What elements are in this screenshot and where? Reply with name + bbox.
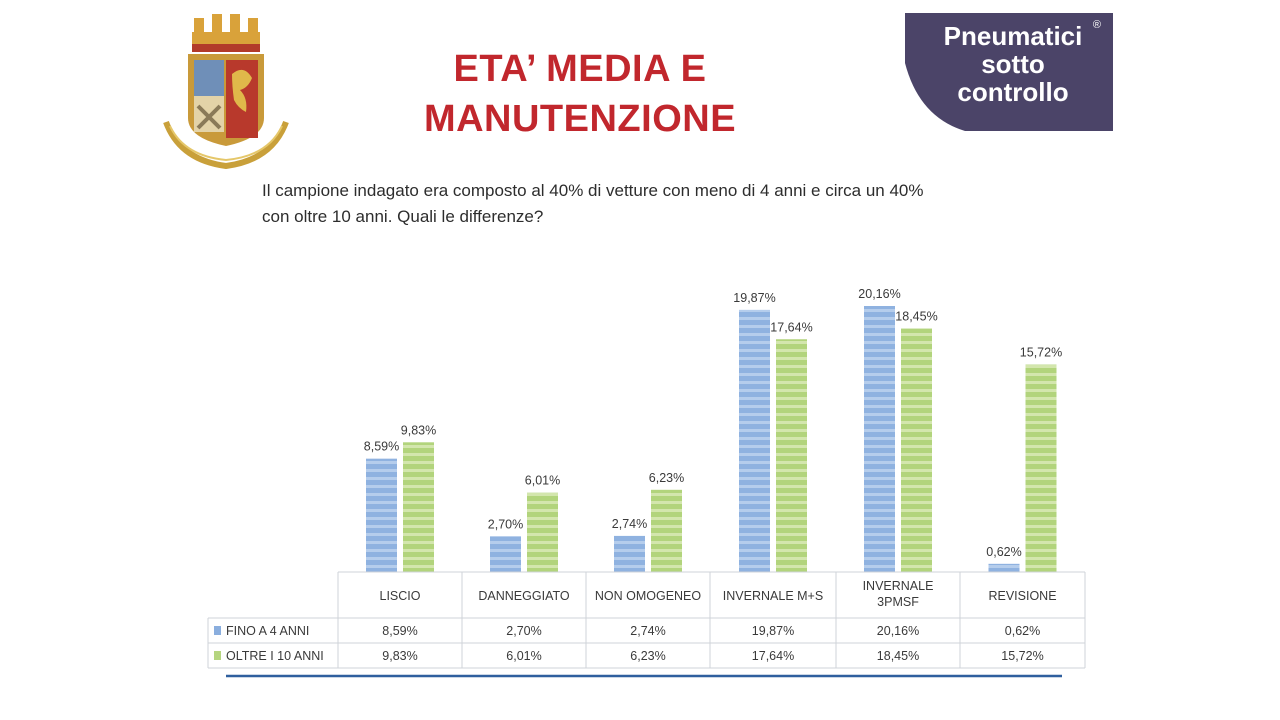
category-label: LISCIO xyxy=(380,589,421,603)
table-cell-value: 19,87% xyxy=(752,624,794,638)
legend-swatch xyxy=(214,626,221,635)
legend-series-name: FINO A 4 ANNI xyxy=(226,624,309,638)
bar-value-label: 6,23% xyxy=(649,471,684,485)
brand-logo-shape xyxy=(905,13,1113,131)
table-cell-value: 6,01% xyxy=(506,649,541,663)
table-cell-value: 0,62% xyxy=(1005,624,1040,638)
bar-value-label: 17,64% xyxy=(770,320,812,334)
category-label: NON OMOGENEO xyxy=(595,589,702,603)
bar-value-label: 20,16% xyxy=(858,287,900,301)
category-label: DANNEGGIATO xyxy=(478,589,569,603)
bar-value-label: 0,62% xyxy=(986,545,1021,559)
bar-value-label: 8,59% xyxy=(364,440,399,454)
bar-value-label: 9,83% xyxy=(401,423,436,437)
bar-fino-4-anni xyxy=(614,535,645,572)
title-line-2: MANUTENZIONE xyxy=(423,98,737,140)
subtitle: Il campione indagato era composto al 40%… xyxy=(262,178,1082,230)
bar-oltre-10-anni xyxy=(651,489,682,572)
table-cell-value: 18,45% xyxy=(877,649,919,663)
bar-fino-4-anni xyxy=(988,563,1020,572)
category-label: INVERNALE M+S xyxy=(723,589,823,603)
brand-text: Pneumatici sotto controllo xyxy=(919,22,1107,106)
brand-line-3: controllo xyxy=(957,77,1069,107)
brand-logo: Pneumatici sotto controllo ® xyxy=(905,13,1113,131)
police-crest-icon xyxy=(163,14,289,170)
bar-oltre-10-anni xyxy=(1025,364,1057,572)
registered-mark: ® xyxy=(1092,19,1101,31)
subtitle-line-2: con oltre 10 anni. Quali le differenze? xyxy=(262,207,544,226)
table-cell-value: 8,59% xyxy=(382,624,417,638)
bar-fino-4-anni xyxy=(366,458,397,572)
title-line-1: ETA’ MEDIA E xyxy=(453,48,707,90)
table-cell-value: 15,72% xyxy=(1001,649,1043,663)
category-label: 3PMSF xyxy=(877,595,919,609)
table-cell-value: 9,83% xyxy=(382,649,417,663)
brand-line-2: sotto xyxy=(981,49,1045,79)
legend-series-name: OLTRE I 10 ANNI xyxy=(226,649,324,663)
bar-oltre-10-anni xyxy=(776,339,807,572)
bar-oltre-10-anni xyxy=(901,328,932,572)
bar-value-label: 18,45% xyxy=(895,310,937,324)
bars-layer: 8,59%9,83% 2,70% 6,01% 2,74% 6,23% 19,87% 17,6… xyxy=(364,287,1062,572)
bar-fino-4-anni xyxy=(864,306,895,572)
category-label: REVISIONE xyxy=(988,589,1056,603)
category-label: INVERNALE xyxy=(863,579,934,593)
subtitle-line-1: Il campione indagato era composto al 40%… xyxy=(262,181,924,200)
page-title: ETA’ MEDIA E MANUTENZIONE xyxy=(380,44,780,144)
bar-value-label: 2,70% xyxy=(488,517,523,531)
table-cell-value: 2,70% xyxy=(506,624,541,638)
table-cell-value: 6,23% xyxy=(630,649,665,663)
table-cell-value: 2,74% xyxy=(630,624,665,638)
bar-value-label: 15,72% xyxy=(1020,346,1062,360)
table-cell-value: 20,16% xyxy=(877,624,919,638)
bar-fino-4-anni xyxy=(490,536,521,572)
bar-value-label: 6,01% xyxy=(525,474,560,488)
legend-swatch xyxy=(214,651,221,660)
data-table: LISCIO DANNEGGIATO NON OMOGENEO INVERNALE M… xyxy=(207,571,1086,678)
table-cell-value: 17,64% xyxy=(752,649,794,663)
bar-value-label: 2,74% xyxy=(612,517,647,531)
bar-oltre-10-anni xyxy=(403,442,434,572)
brand-line-1: Pneumatici xyxy=(943,21,1083,51)
bar-oltre-10-anni xyxy=(527,492,558,572)
bar-value-label: 19,87% xyxy=(733,291,775,305)
bar-fino-4-anni xyxy=(739,309,770,572)
